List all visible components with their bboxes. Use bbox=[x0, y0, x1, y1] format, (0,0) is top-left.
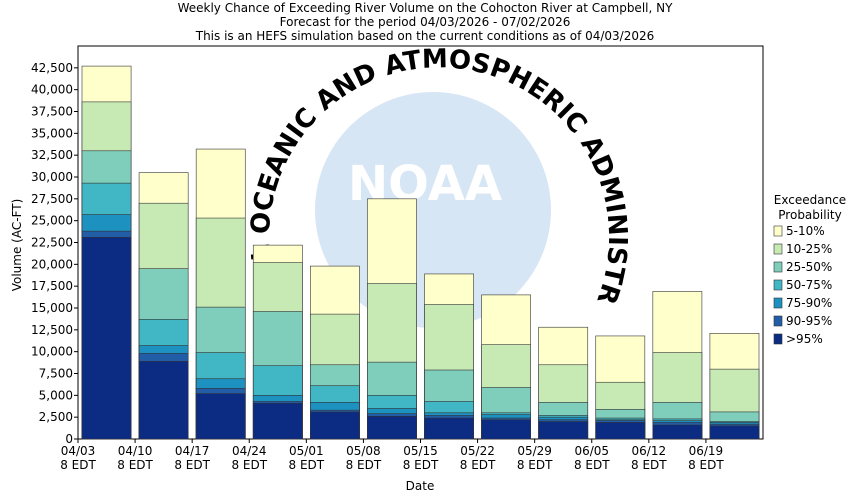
y-tick-label: 35,000 bbox=[31, 126, 73, 140]
y-axis: 0 2,500 5,000 7,500 10,000 12,500 15,000 17,500… bbox=[31, 61, 78, 446]
bars bbox=[81, 65, 760, 440]
x-tick-label-time: 8 EDT bbox=[174, 458, 210, 472]
bar-segment bbox=[252, 402, 303, 440]
legend-swatch bbox=[773, 243, 783, 255]
y-tick-label: 0 bbox=[65, 432, 73, 446]
legend-title-line-2: Probability bbox=[778, 208, 841, 222]
bar-segment bbox=[367, 415, 417, 440]
x-tick-label-date: 06/12 bbox=[632, 444, 667, 458]
title-line-3: This is an HEFS simulation based on the … bbox=[195, 29, 655, 43]
x-tick-label-date: 06/19 bbox=[689, 444, 724, 458]
bar-segment bbox=[709, 425, 760, 440]
bar-segment bbox=[138, 360, 189, 440]
y-tick-label: 27,500 bbox=[31, 192, 73, 206]
x-tick-label-date: 06/05 bbox=[574, 444, 609, 458]
legend-label: 5-10% bbox=[786, 224, 825, 238]
legend-title-line-1: Exceedance bbox=[774, 193, 846, 207]
legend-swatch bbox=[773, 261, 783, 273]
legend-swatch bbox=[773, 225, 783, 237]
x-tick-label-time: 8 EDT bbox=[117, 458, 153, 472]
x-tick-label-time: 8 EDT bbox=[289, 458, 325, 472]
x-tick-label-date: 04/03 bbox=[61, 444, 96, 458]
legend-swatch bbox=[773, 297, 783, 309]
y-tick-label: 25,000 bbox=[31, 214, 73, 228]
legend-label: >95% bbox=[786, 332, 823, 346]
y-tick-label: 22,500 bbox=[31, 236, 73, 250]
y-tick-label: 7,500 bbox=[39, 367, 73, 381]
y-tick-label: 32,500 bbox=[31, 148, 73, 162]
x-tick-label-time: 8 EDT bbox=[688, 458, 724, 472]
bar-segment bbox=[81, 236, 132, 440]
x-tick-label-date: 05/08 bbox=[346, 444, 381, 458]
x-tick-label-date: 04/17 bbox=[175, 444, 210, 458]
legend-label: 10-25% bbox=[786, 242, 832, 256]
bar-segment bbox=[195, 393, 246, 440]
legend-swatch bbox=[773, 315, 783, 327]
x-tick-label-date: 04/24 bbox=[232, 444, 267, 458]
x-tick-label-date: 05/22 bbox=[460, 444, 495, 458]
legend-label: 25-50% bbox=[786, 260, 832, 274]
y-tick-label: 10,000 bbox=[31, 345, 73, 359]
title-line-2: Forecast for the period 04/03/2026 - 07/… bbox=[280, 15, 571, 29]
legend-label: 90-95% bbox=[786, 314, 832, 328]
x-tick-label-date: 05/01 bbox=[289, 444, 324, 458]
x-tick-label-time: 8 EDT bbox=[231, 458, 267, 472]
x-tick-label-time: 8 EDT bbox=[631, 458, 667, 472]
y-tick-label: 42,500 bbox=[31, 61, 73, 75]
x-tick-label-time: 8 EDT bbox=[60, 458, 96, 472]
bar-segment bbox=[424, 417, 474, 440]
x-tick-label-time: 8 EDT bbox=[403, 458, 439, 472]
y-tick-label: 17,500 bbox=[31, 279, 73, 293]
y-tick-label: 20,000 bbox=[31, 257, 73, 271]
y-tick-label: 37,500 bbox=[31, 105, 73, 119]
bar-segment bbox=[652, 424, 703, 440]
bar-segment bbox=[481, 419, 531, 440]
y-tick-label: 12,500 bbox=[31, 323, 73, 337]
y-tick-label: 2,500 bbox=[39, 410, 73, 424]
x-tick-label-date: 05/29 bbox=[517, 444, 552, 458]
y-tick-label: 40,000 bbox=[31, 83, 73, 97]
x-tick-label-time: 8 EDT bbox=[574, 458, 610, 472]
y-axis-label: Volume (AC-FT) bbox=[10, 199, 24, 292]
x-tick-label-date: 04/10 bbox=[118, 444, 153, 458]
x-tick-label-time: 8 EDT bbox=[517, 458, 553, 472]
bar-segment bbox=[538, 421, 589, 440]
y-tick-label: 5,000 bbox=[39, 388, 73, 402]
x-axis-label: Date bbox=[406, 479, 435, 493]
chart-title: Weekly Chance of Exceeding River Volume … bbox=[178, 1, 674, 43]
y-tick-label: 15,000 bbox=[31, 301, 73, 315]
legend: Exceedance Probability 5-10% 10-25% 25-50%… bbox=[773, 193, 846, 346]
bar-segment bbox=[595, 422, 646, 440]
title-line-1: Weekly Chance of Exceeding River Volume … bbox=[178, 1, 674, 15]
x-tick-label-time: 8 EDT bbox=[460, 458, 496, 472]
x-tick-label-date: 05/15 bbox=[403, 444, 438, 458]
legend-swatch bbox=[773, 279, 783, 291]
legend-swatch bbox=[773, 333, 783, 345]
bar-segment bbox=[310, 411, 360, 440]
y-tick-label: 30,000 bbox=[31, 170, 73, 184]
legend-label: 50-75% bbox=[786, 278, 832, 292]
x-tick-label-time: 8 EDT bbox=[346, 458, 382, 472]
legend-label: 75-90% bbox=[786, 296, 832, 310]
